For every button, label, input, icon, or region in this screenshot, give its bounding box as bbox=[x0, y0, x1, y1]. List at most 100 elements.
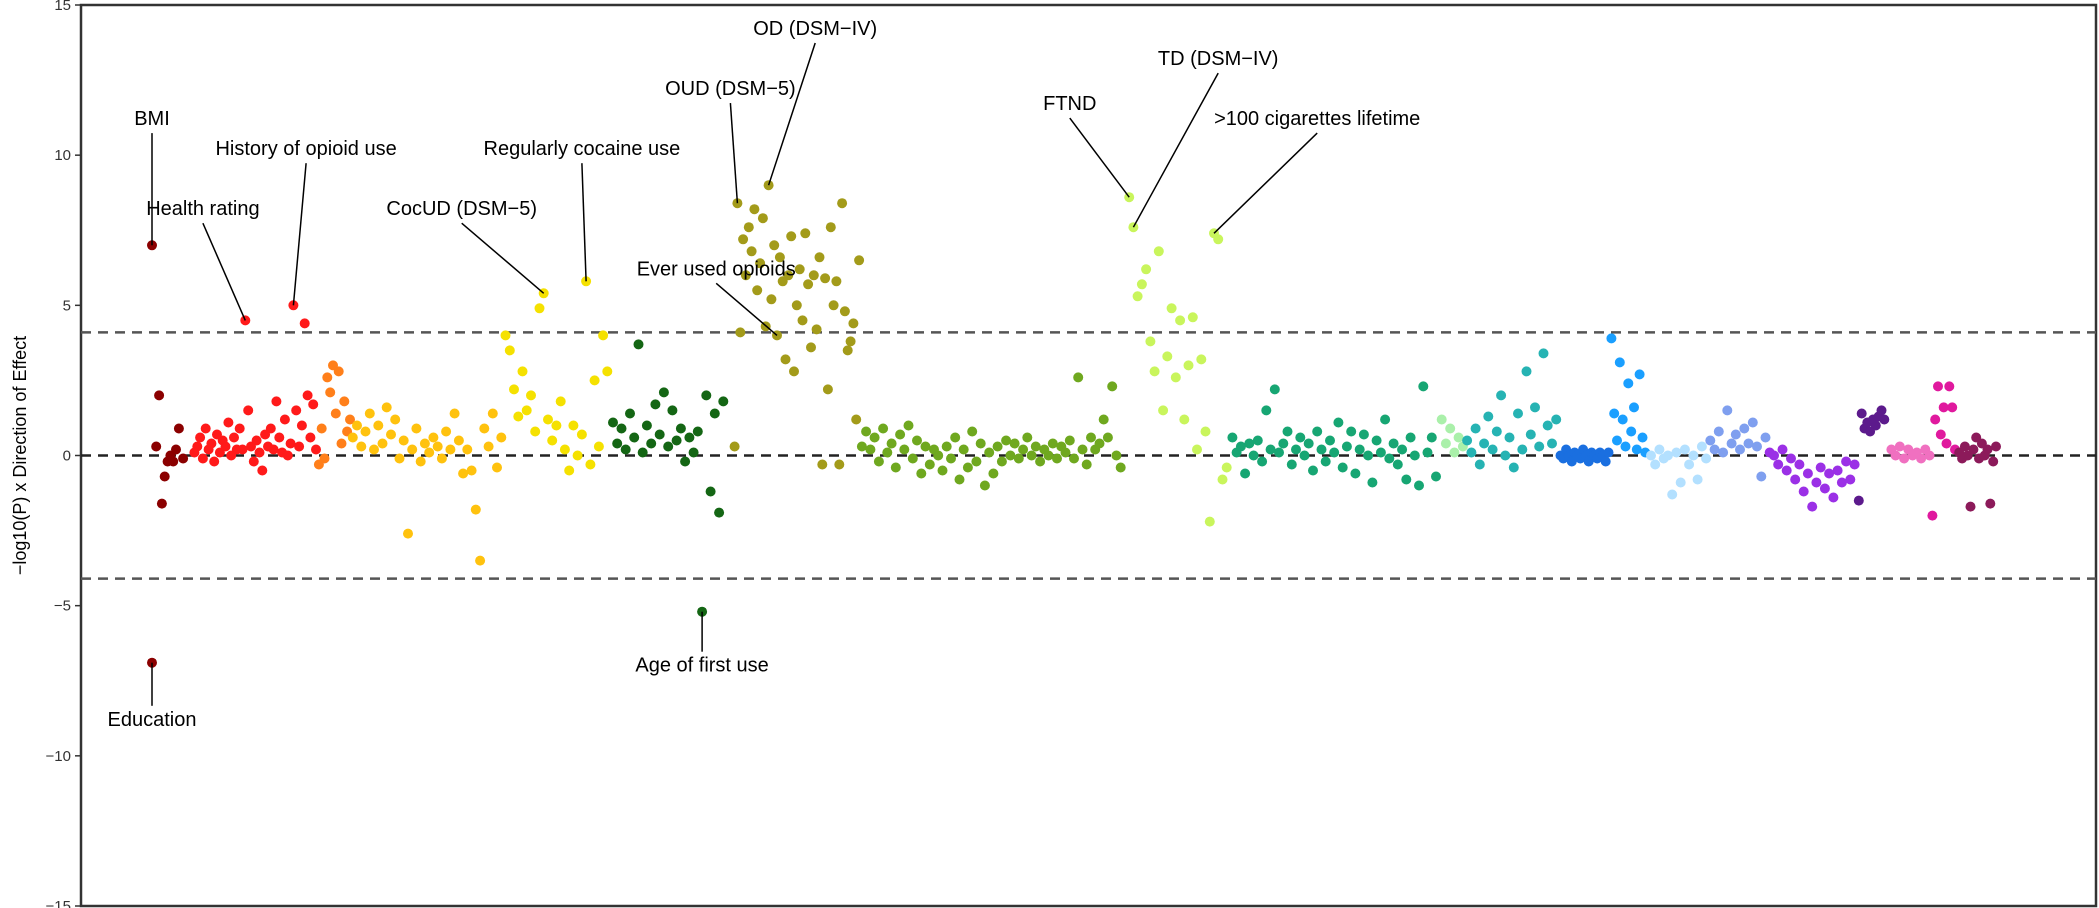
data-point bbox=[534, 303, 545, 314]
data-point bbox=[924, 459, 935, 470]
data-point bbox=[1052, 453, 1062, 464]
data-point bbox=[415, 456, 426, 467]
data-point bbox=[820, 273, 831, 284]
data-point bbox=[1303, 438, 1314, 449]
data-point bbox=[1650, 459, 1661, 470]
data-point bbox=[1836, 477, 1847, 488]
data-point bbox=[453, 435, 464, 446]
data-point bbox=[848, 318, 859, 329]
data-point bbox=[1213, 234, 1224, 245]
data-point bbox=[1350, 468, 1361, 479]
data-point bbox=[1500, 450, 1511, 461]
data-point bbox=[1890, 450, 1901, 461]
data-point bbox=[302, 390, 313, 401]
data-point bbox=[1278, 438, 1289, 449]
data-point bbox=[364, 408, 375, 419]
data-point bbox=[1496, 390, 1507, 401]
data-point bbox=[479, 423, 490, 434]
data-point bbox=[419, 438, 430, 449]
data-point bbox=[1612, 435, 1622, 446]
data-point bbox=[1200, 426, 1211, 437]
data-point bbox=[873, 456, 884, 467]
data-point bbox=[941, 441, 952, 452]
data-point bbox=[1320, 456, 1331, 467]
data-point bbox=[1743, 438, 1754, 449]
data-point bbox=[1367, 477, 1378, 488]
annotation-leader-line bbox=[1069, 117, 1130, 198]
data-point bbox=[1701, 453, 1712, 464]
data-point bbox=[356, 441, 367, 452]
data-point bbox=[688, 447, 699, 458]
data-point bbox=[890, 462, 901, 473]
data-point bbox=[347, 432, 358, 443]
data-point bbox=[369, 444, 379, 455]
data-point bbox=[749, 204, 760, 215]
data-point bbox=[483, 441, 494, 452]
data-point bbox=[1397, 444, 1408, 455]
data-point bbox=[1517, 444, 1528, 455]
data-point bbox=[1811, 477, 1822, 488]
data-point bbox=[411, 423, 422, 434]
data-point bbox=[1221, 462, 1232, 473]
data-point bbox=[851, 414, 862, 425]
annotation-label: Age of first use bbox=[635, 655, 768, 677]
data-point bbox=[1449, 447, 1460, 458]
data-point bbox=[803, 279, 814, 290]
data-point bbox=[1521, 366, 1532, 377]
data-point bbox=[398, 435, 409, 446]
data-point bbox=[543, 414, 553, 425]
data-point bbox=[1341, 441, 1352, 452]
data-point bbox=[1617, 414, 1628, 425]
data-point bbox=[1308, 465, 1318, 476]
data-point bbox=[1815, 462, 1826, 473]
data-point bbox=[1722, 405, 1733, 416]
data-point bbox=[1022, 432, 1033, 443]
y-tick-label: −15 bbox=[46, 898, 71, 908]
data-point bbox=[971, 456, 982, 467]
data-point bbox=[1944, 381, 1955, 392]
data-point bbox=[740, 270, 751, 281]
data-point bbox=[1769, 450, 1779, 461]
data-point bbox=[589, 375, 600, 386]
data-point bbox=[1325, 435, 1335, 446]
data-point bbox=[1807, 501, 1818, 512]
data-point bbox=[1491, 426, 1502, 437]
data-point bbox=[1252, 435, 1263, 446]
data-point bbox=[1525, 429, 1536, 440]
data-point bbox=[394, 453, 405, 464]
data-point bbox=[1756, 471, 1767, 482]
data-point bbox=[1794, 459, 1805, 470]
data-point bbox=[572, 450, 583, 461]
data-point bbox=[1709, 444, 1720, 455]
data-point bbox=[814, 252, 825, 263]
data-point bbox=[701, 390, 712, 401]
data-point bbox=[1675, 477, 1686, 488]
data-point bbox=[1739, 423, 1750, 434]
data-point bbox=[254, 447, 265, 458]
data-point bbox=[352, 420, 362, 431]
data-point bbox=[654, 429, 665, 440]
y-tick-label: 10 bbox=[54, 147, 71, 164]
data-point bbox=[265, 423, 276, 434]
data-point bbox=[390, 414, 401, 425]
data-point bbox=[1282, 426, 1293, 437]
data-point bbox=[1646, 450, 1656, 461]
data-point bbox=[234, 423, 245, 434]
data-point bbox=[1240, 468, 1251, 479]
data-point bbox=[1217, 474, 1228, 485]
data-point bbox=[1684, 459, 1695, 470]
y-axis: −15 −10 −5 0 5 10 15 bbox=[46, 0, 81, 908]
data-point bbox=[373, 420, 384, 431]
data-point bbox=[831, 276, 842, 287]
data-point bbox=[598, 330, 609, 341]
data-point bbox=[620, 444, 631, 455]
data-point bbox=[837, 198, 848, 209]
data-point bbox=[958, 444, 969, 455]
data-point bbox=[1933, 381, 1943, 392]
data-point bbox=[294, 441, 305, 452]
data-point bbox=[1654, 444, 1665, 455]
data-point bbox=[1265, 444, 1276, 455]
data-point bbox=[1405, 432, 1416, 443]
data-point bbox=[1107, 381, 1118, 392]
